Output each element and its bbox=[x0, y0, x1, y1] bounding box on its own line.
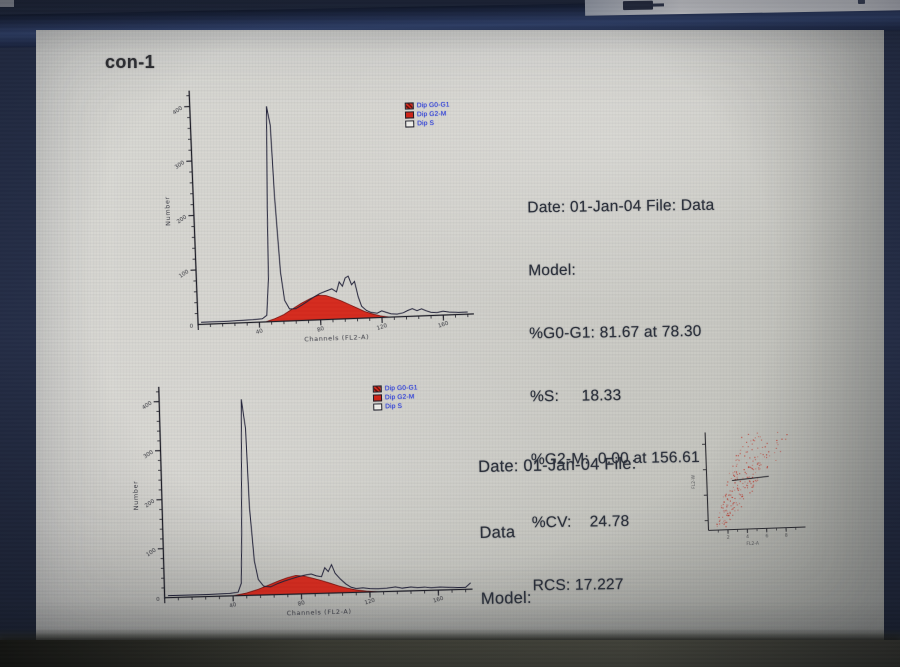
legend-lower: Dip G0-G1 Dip G2-M Dip S bbox=[372, 383, 419, 411]
legend-swatch-s-icon bbox=[405, 119, 415, 128]
stats-line: Data bbox=[479, 523, 516, 542]
legend-row-s: Dip S bbox=[373, 401, 418, 411]
legend-row-s: Dip S bbox=[405, 118, 450, 128]
legend-row-g2m: Dip G2-M bbox=[404, 109, 450, 119]
legend-label-s: Dip S bbox=[385, 402, 403, 410]
svg-text:Channels (FL2-A): Channels (FL2-A) bbox=[287, 608, 352, 618]
svg-text:2: 2 bbox=[727, 535, 730, 541]
legend-upper: Dip G0-G1 Dip G2-M Dip S bbox=[404, 100, 451, 128]
stats-line: Date: 01-Jan-04 File: bbox=[477, 454, 637, 476]
corner-sliver bbox=[0, 0, 14, 7]
dna-histogram-lower: 40 80 120 160 0 100 200 300 400 Channels (FL2-A) N… bbox=[131, 386, 473, 618]
toolbar-glyph bbox=[622, 0, 654, 11]
svg-text:400: 400 bbox=[141, 400, 153, 411]
svg-text:FL2-A: FL2-A bbox=[746, 541, 760, 547]
svg-text:100: 100 bbox=[178, 269, 190, 280]
svg-text:120: 120 bbox=[364, 598, 376, 607]
legend-row-g0g1: Dip G0-G1 bbox=[372, 383, 418, 393]
svg-text:200: 200 bbox=[144, 498, 156, 509]
svg-text:40: 40 bbox=[255, 328, 264, 336]
svg-text:80: 80 bbox=[297, 600, 306, 608]
svg-text:6: 6 bbox=[765, 533, 768, 539]
svg-text:4: 4 bbox=[746, 534, 749, 540]
stats-line: Date: 01-Jan-04 File: Data bbox=[527, 196, 715, 217]
legend-swatch-s-icon bbox=[373, 402, 383, 411]
svg-text:0: 0 bbox=[156, 597, 160, 603]
gating-scatter-plot: 2 4 6 8 FL2-A FL2-W bbox=[691, 431, 806, 547]
svg-text:120: 120 bbox=[376, 323, 388, 332]
legend-row-g2m: Dip G2-M bbox=[372, 392, 418, 402]
svg-text:Number: Number bbox=[131, 481, 140, 511]
legend-label-g0g1: Dip G0-G1 bbox=[416, 100, 450, 109]
svg-text:300: 300 bbox=[174, 160, 186, 171]
legend-label-g2m: Dip G2-M bbox=[384, 393, 415, 401]
stats-line: Model: bbox=[528, 261, 577, 280]
svg-text:300: 300 bbox=[143, 449, 155, 460]
svg-text:8: 8 bbox=[785, 533, 788, 539]
svg-text:80: 80 bbox=[317, 326, 326, 334]
stats-line: Model: bbox=[480, 588, 532, 608]
svg-text:0: 0 bbox=[190, 324, 194, 330]
legend-swatch-g0g1-icon bbox=[404, 101, 414, 110]
stats-line: %S: 18.33 bbox=[529, 387, 622, 406]
legend-swatch-g2m-icon bbox=[404, 110, 415, 119]
svg-text:160: 160 bbox=[432, 596, 444, 605]
svg-text:Number: Number bbox=[163, 196, 172, 226]
toolbar-dot bbox=[857, 0, 865, 5]
svg-text:200: 200 bbox=[176, 214, 188, 225]
legend-row-g0g1: Dip G0-G1 bbox=[404, 100, 450, 110]
report-page: con-1 40 80 120 160 0 100 200 300 400 Channels (F… bbox=[36, 30, 884, 667]
svg-text:FL2-W: FL2-W bbox=[691, 474, 697, 489]
legend-label-s: Dip S bbox=[417, 119, 435, 127]
legend-swatch-g2m-icon bbox=[372, 393, 383, 402]
legend-label-g0g1: Dip G0-G1 bbox=[384, 383, 418, 392]
stats-line: %G0-G1: 81.67 at 78.30 bbox=[529, 322, 702, 343]
bottom-bezel bbox=[0, 640, 900, 667]
svg-text:40: 40 bbox=[229, 602, 238, 610]
svg-text:160: 160 bbox=[437, 321, 449, 330]
bezel-shadow bbox=[0, 628, 900, 642]
sample-title: con-1 bbox=[105, 52, 156, 72]
legend-swatch-g0g1-icon bbox=[372, 384, 382, 393]
legend-label-g2m: Dip G2-M bbox=[416, 110, 447, 118]
svg-text:Channels (FL2-A): Channels (FL2-A) bbox=[304, 333, 369, 343]
dna-histogram-upper: 40 80 120 160 0 100 200 300 400 Channels (FL2-A) N… bbox=[163, 90, 474, 343]
svg-text:100: 100 bbox=[145, 547, 157, 558]
svg-text:400: 400 bbox=[172, 105, 184, 116]
